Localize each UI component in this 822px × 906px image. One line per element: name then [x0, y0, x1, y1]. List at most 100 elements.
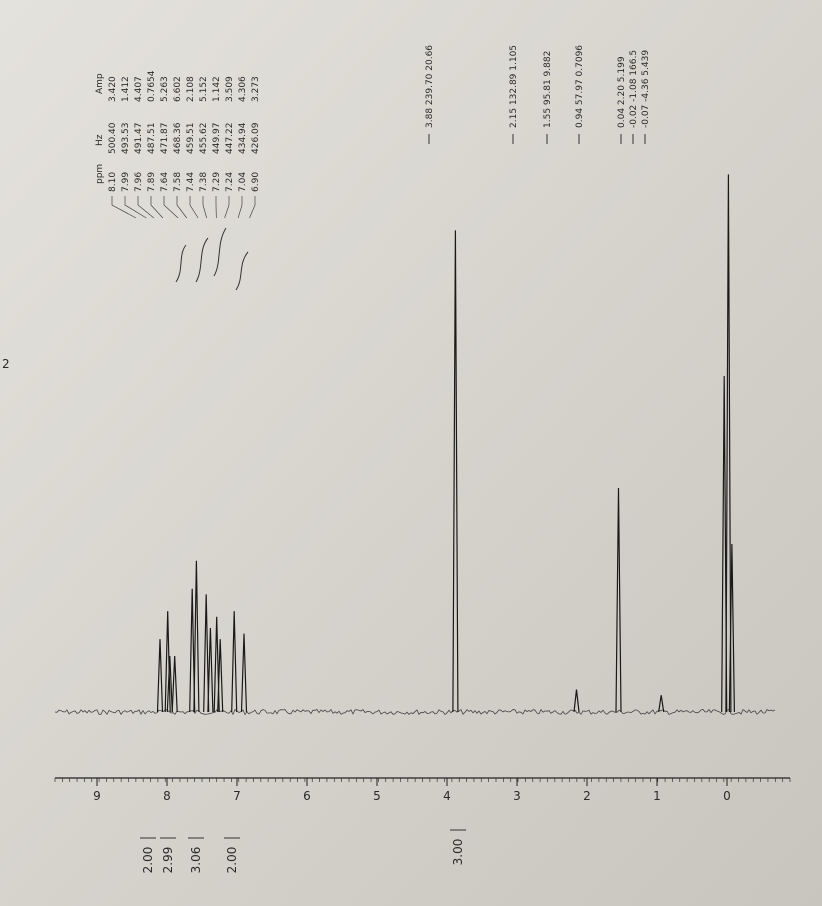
peak-annotation: 1.55 95.81 9.882 [543, 51, 553, 144]
leader-line [249, 196, 256, 219]
peak [166, 655, 173, 713]
table-cell: 5.152 [199, 76, 209, 102]
leader-line [111, 196, 137, 219]
table-cell: 493.53 [121, 123, 131, 155]
leader-line [163, 196, 179, 219]
integral: 2.00 [224, 837, 240, 874]
peak [452, 230, 459, 713]
table-cell: 6.602 [173, 76, 183, 102]
table-cell: 426.09 [251, 122, 261, 154]
peak [171, 655, 178, 713]
table-cell: 7.04 [238, 172, 248, 192]
table-cell: 434.94 [238, 122, 248, 154]
x-tick-label: 7 [233, 789, 241, 803]
table-cell: 468.36 [173, 122, 183, 154]
leader-line [124, 196, 147, 219]
table-cell: 7.64 [160, 172, 170, 192]
baseline [54, 708, 776, 716]
table-cell: 447.22 [225, 123, 235, 155]
peak [189, 588, 196, 713]
table-cell: 500.40 [108, 122, 118, 154]
x-tick-label: 1 [653, 789, 661, 803]
table-header: ppm [95, 164, 105, 184]
x-tick-label: 3 [513, 789, 521, 803]
peak [203, 594, 210, 713]
table-cell: 3.420 [108, 76, 118, 102]
table-cell: 1.412 [121, 76, 131, 102]
x-tick-label: 9 [93, 789, 101, 803]
table-cell: 3.273 [251, 76, 261, 102]
table-cell: 7.89 [147, 172, 157, 192]
peak [725, 174, 732, 713]
x-tick-label: 0 [723, 789, 731, 803]
annotation-label: 1.55 95.81 9.882 [543, 51, 553, 128]
x-tick-label: 8 [163, 789, 171, 803]
leader-line [224, 196, 230, 219]
table-cell: 7.24 [225, 172, 235, 192]
table-header: Hz [95, 134, 105, 146]
peak [658, 695, 665, 713]
leader-line [137, 196, 155, 219]
table-cell: 7.38 [199, 172, 209, 192]
table-cell: 4.407 [134, 76, 144, 102]
peak [573, 689, 580, 713]
x-tick-label: 6 [303, 789, 311, 803]
table-cell: 491.47 [134, 123, 144, 155]
integral-value: 2.99 [161, 847, 175, 874]
leader-line [202, 196, 208, 219]
table-cell: 449.97 [212, 123, 222, 155]
integral-value: 2.00 [225, 847, 239, 874]
table-cell: 7.58 [173, 172, 183, 192]
leader-line [150, 196, 164, 219]
annotation-label: 0.04 2.20 5.199 [617, 56, 627, 128]
peak-annotation: 3.88 239.70 20.66 [425, 45, 435, 144]
table-cell: 487.51 [147, 123, 157, 155]
table-cell: 7.44 [186, 172, 196, 192]
table-cell: 7.29 [212, 172, 222, 192]
peak [231, 611, 238, 713]
peak-table: ppm Hz Amp 8.10 500.40 3.420 7.99 493.53 1.412 7.… [95, 70, 261, 192]
leader-line [237, 196, 243, 219]
x-tick-label: 5 [373, 789, 381, 803]
integral-value: 2.00 [141, 847, 155, 874]
integral: 3.00 [450, 829, 466, 866]
leader-line [176, 196, 187, 219]
table-cell: 459.51 [186, 123, 196, 155]
integral-value: 3.00 [451, 839, 465, 866]
table-cell: 6.90 [251, 172, 261, 192]
peak-annotation: 0.04 2.20 5.199 [617, 56, 627, 144]
integral-value: 3.06 [189, 847, 203, 874]
peak [156, 639, 164, 713]
peak [217, 639, 224, 713]
annotation-label: -0.02 -1.08 166.5 [629, 50, 639, 128]
table-cell: 8.10 [108, 172, 118, 192]
peak [728, 543, 735, 713]
peak [615, 487, 622, 713]
table-cell: 0.7654 [147, 70, 157, 102]
annotation-label: 0.94 57.97 0.7096 [575, 45, 585, 128]
x-tick-label: 4 [443, 789, 451, 803]
table-cell: 4.306 [238, 76, 248, 102]
table-cell: 1.142 [212, 76, 222, 102]
peak [240, 633, 248, 713]
peak-annotation: -0.07 -4.36 5.439 [641, 50, 651, 144]
annotation-label: -0.07 -4.36 5.439 [641, 50, 651, 128]
table-cell: 2.108 [186, 76, 196, 102]
annotation-label: 2.15 132.89 1.105 [509, 45, 519, 128]
table-cell: 7.99 [121, 172, 131, 192]
table-cell: 3.509 [225, 76, 235, 102]
peak [207, 627, 214, 713]
integral-curves [175, 227, 249, 291]
annotation-label: 3.88 239.70 20.66 [425, 45, 435, 128]
page-marker: 2 [2, 357, 10, 371]
integral: 3.06 [188, 837, 204, 874]
peak-annotation: 2.15 132.89 1.105 [509, 45, 519, 144]
table-cell: 455.62 [199, 123, 209, 155]
peak-annotation: -0.02 -1.08 166.5 [629, 50, 639, 144]
integral: 2.99 [160, 837, 176, 874]
table-cell: 471.87 [160, 123, 170, 155]
x-tick-label: 2 [583, 789, 591, 803]
integral: 2.00 [140, 837, 156, 874]
